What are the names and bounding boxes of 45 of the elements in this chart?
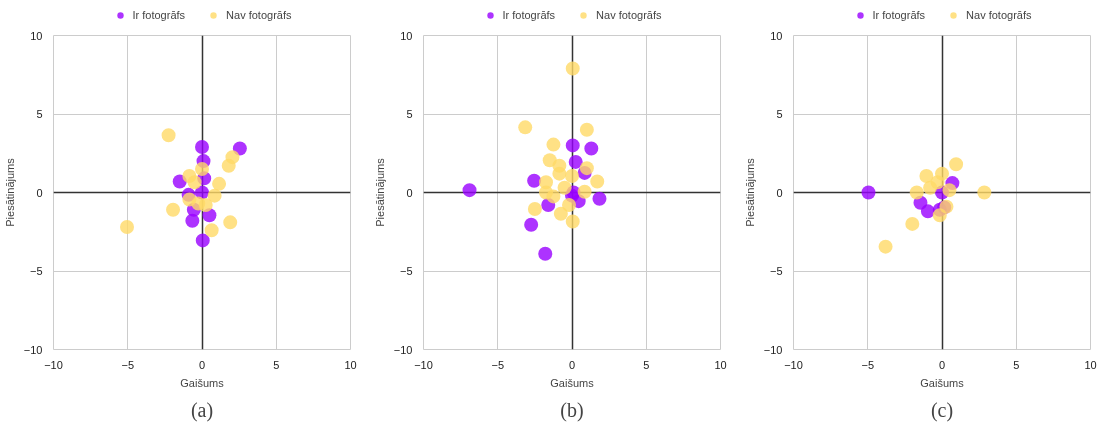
x-axis-title: Gaišums bbox=[920, 376, 965, 389]
x-tick-label: 0 bbox=[198, 358, 206, 371]
legend-label: Nav fotogrāfs bbox=[596, 9, 662, 21]
y-tick-label: 0 bbox=[406, 186, 413, 199]
y-tick-label: 5 bbox=[36, 108, 43, 120]
y-tick-label: −5 bbox=[769, 265, 783, 277]
x-tick-label: −5 bbox=[491, 358, 505, 371]
y-tick-label: 10 bbox=[770, 29, 783, 42]
y-tick-label: −5 bbox=[399, 265, 413, 277]
y-axis-title: Piesātinājums bbox=[373, 157, 386, 227]
x-tick-label: 0 bbox=[938, 358, 946, 371]
x-tick-label: 5 bbox=[1013, 358, 1020, 371]
text: (c) bbox=[930, 398, 954, 422]
x-tick-label: −10 bbox=[44, 358, 63, 371]
y-tick-label: 5 bbox=[776, 108, 783, 120]
y-tick-label: 10 bbox=[400, 29, 413, 42]
x-tick-label: 5 bbox=[643, 358, 650, 371]
y-axis-title: Piesātinājums bbox=[743, 157, 756, 227]
x-tick-label: −10 bbox=[784, 358, 803, 371]
y-tick-label: −10 bbox=[763, 343, 783, 356]
y-tick-label: −10 bbox=[393, 343, 413, 356]
x-axis-title: Gaišums bbox=[550, 376, 595, 389]
x-axis-title: Gaišums bbox=[180, 376, 225, 389]
y-tick-label: −5 bbox=[29, 265, 43, 277]
text: (a) bbox=[190, 398, 214, 422]
x-tick-label: 10 bbox=[1084, 358, 1097, 371]
legend-label: Ir fotogrāfs bbox=[502, 9, 556, 21]
y-tick-label: 0 bbox=[36, 186, 43, 199]
x-tick-label: 10 bbox=[714, 358, 727, 371]
y-axis-title: Piesātinājums bbox=[3, 157, 16, 227]
y-tick-label: −10 bbox=[23, 343, 43, 356]
x-tick-label: 0 bbox=[568, 358, 576, 371]
x-tick-label: −10 bbox=[414, 358, 433, 371]
legend-label: Ir fotogrāfs bbox=[132, 9, 186, 21]
x-tick-label: 5 bbox=[273, 358, 280, 371]
x-tick-label: −5 bbox=[861, 358, 875, 371]
y-tick-label: 0 bbox=[776, 186, 783, 199]
legend-label: Nav fotogrāfs bbox=[966, 9, 1032, 21]
y-tick-label: 10 bbox=[30, 29, 43, 42]
legend-label: Nav fotogrāfs bbox=[226, 9, 292, 21]
x-tick-label: 10 bbox=[344, 358, 357, 371]
y-tick-label: 5 bbox=[406, 108, 413, 120]
x-tick-label: −5 bbox=[121, 358, 135, 371]
legend-label: Ir fotogrāfs bbox=[872, 9, 926, 21]
text: (b) bbox=[560, 398, 584, 422]
